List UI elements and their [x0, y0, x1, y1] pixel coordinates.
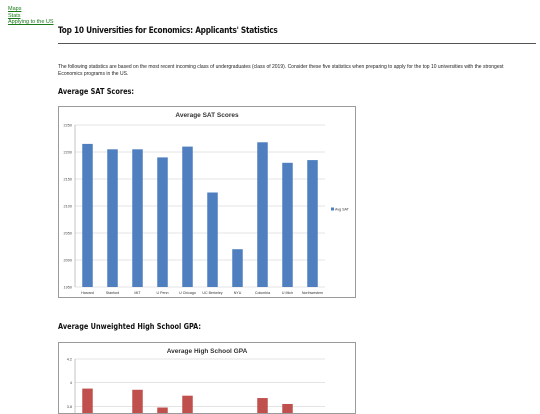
sat-chart-svg: Average SAT Scores 1950 2000 2050 2100 2150 22… — [64, 112, 350, 295]
y-tick-label: 2150 — [64, 178, 72, 182]
y-tick-label: 2000 — [64, 259, 72, 263]
legend-label: Avg SAT — [335, 208, 350, 212]
bar — [182, 395, 193, 413]
gpa-chart-svg: Average High School GPA 4.2 4 3.8 — [67, 348, 325, 413]
chart-title: Average SAT Scores — [175, 112, 239, 119]
title-divider — [58, 43, 536, 44]
bar — [207, 192, 218, 287]
y-tick-label: 2100 — [64, 205, 72, 209]
sat-chart: Average SAT Scores 1950 2000 2050 2100 2150 22… — [58, 106, 356, 298]
x-tick-label: NYU — [234, 291, 242, 295]
nav-link-applying[interactable]: Applying to the US — [8, 19, 54, 25]
nav-link-stats[interactable]: Stats — [8, 12, 21, 19]
x-tick-label: MIT — [134, 291, 141, 295]
x-tick-label: U Penn — [157, 291, 169, 295]
nav-link-maps[interactable]: Maps — [8, 6, 22, 12]
bar — [182, 146, 193, 287]
y-tick-label: 2200 — [64, 151, 72, 155]
bar — [157, 157, 168, 287]
bar — [157, 407, 168, 413]
gpa-chart: Average High School GPA 4.2 4 3.8 — [58, 342, 356, 414]
site-nav: Maps Stats Applying to the US — [8, 6, 54, 26]
intro-paragraph: The following statistics are based on th… — [58, 64, 504, 77]
chart-title: Average High School GPA — [167, 348, 248, 355]
x-tick-label: UC Berkeley — [202, 291, 222, 295]
bar — [257, 142, 268, 287]
bar — [107, 149, 118, 287]
bar — [232, 249, 243, 287]
x-tick-label: U Chicago — [179, 291, 196, 295]
x-tick-label: Northwestern — [302, 291, 323, 295]
legend-swatch — [331, 207, 334, 211]
bar — [82, 388, 93, 413]
gpa-section-heading: Average Unweighted High School GPA: — [58, 322, 201, 331]
y-tick-label: 1950 — [64, 286, 72, 290]
bar — [132, 389, 143, 413]
y-tick-label: 3.8 — [67, 405, 72, 409]
bar — [282, 403, 293, 413]
y-tick-label: 4 — [70, 381, 72, 385]
bar — [82, 143, 93, 287]
x-tick-label: Columbia — [255, 291, 270, 295]
bar — [132, 149, 143, 287]
bar — [257, 398, 268, 413]
bar — [282, 162, 293, 287]
x-tick-label: U Mich — [282, 291, 293, 295]
y-tick-label: 2250 — [64, 124, 72, 128]
x-tick-label: Harvard — [81, 291, 94, 295]
sat-section-heading: Average SAT Scores: — [58, 87, 135, 96]
page-title: Top 10 Universities for Economics: Appli… — [58, 26, 278, 36]
y-tick-label: 2050 — [64, 232, 72, 236]
y-tick-label: 4.2 — [67, 358, 72, 362]
bar — [307, 160, 318, 287]
x-tick-label: Stanford — [106, 291, 120, 295]
